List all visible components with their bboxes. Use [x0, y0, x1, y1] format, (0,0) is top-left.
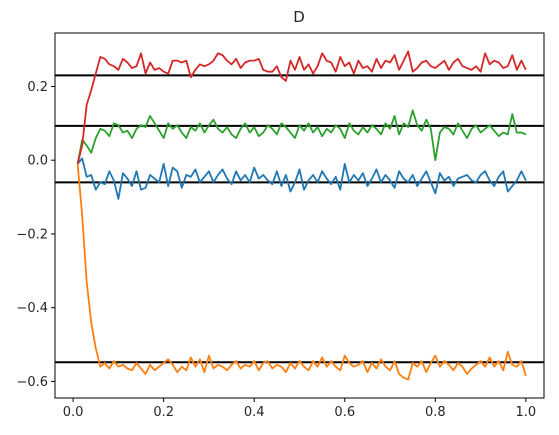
x-tick-label: 0.8	[425, 405, 446, 420]
series-line-0	[76, 157, 527, 200]
x-tick-label: 1.0	[516, 405, 537, 420]
x-tick-label: 0.0	[63, 405, 84, 420]
x-tick-label: 0.2	[153, 405, 174, 420]
y-axis: −0.6 −0.4 −0.2 0.0 0.2	[16, 80, 55, 390]
series-line-3	[76, 50, 527, 165]
y-tick-label: −0.6	[16, 375, 48, 390]
series-line-1	[76, 163, 527, 381]
y-tick-label: 0.0	[27, 154, 48, 169]
x-axis: 0.0 0.2 0.4 0.6 0.8 1.0	[63, 398, 536, 420]
series-line-2	[76, 109, 527, 165]
chart-title: D	[293, 8, 305, 26]
y-tick-label: 0.2	[27, 80, 48, 95]
x-tick-label: 0.4	[244, 405, 265, 420]
x-tick-label: 0.6	[334, 405, 355, 420]
y-tick-label: −0.2	[16, 227, 48, 242]
plot-area	[55, 50, 544, 381]
series-lines	[76, 50, 527, 381]
axes-frame	[54, 32, 545, 399]
y-tick-label: −0.4	[16, 301, 48, 316]
